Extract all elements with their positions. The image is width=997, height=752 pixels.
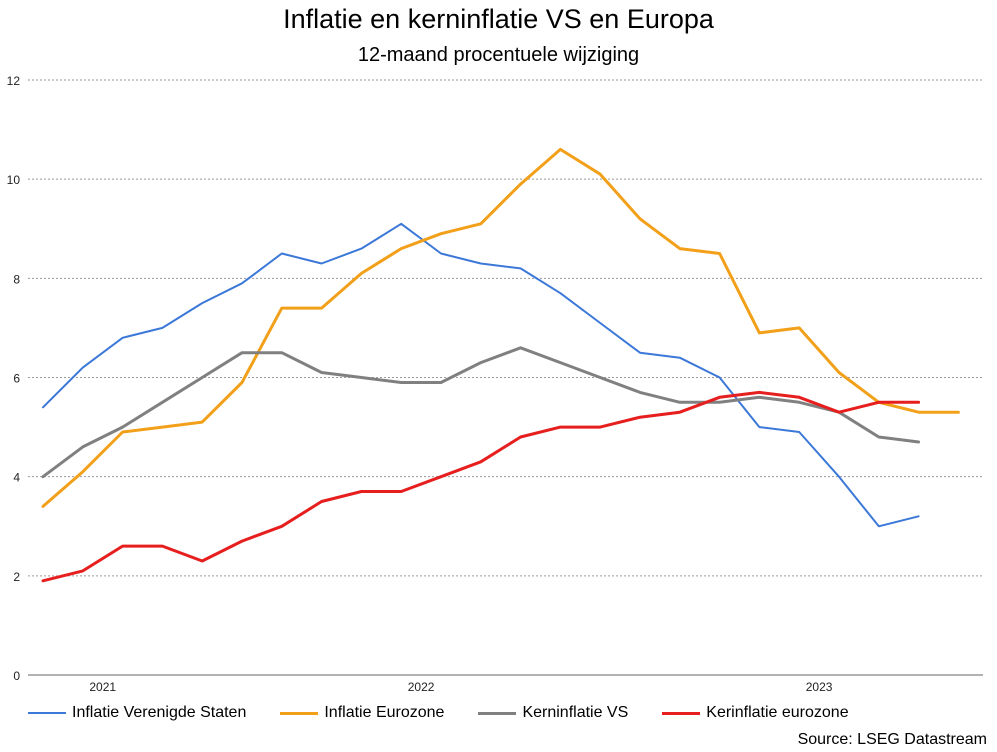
chart-subtitle: 12-maand procentuele wijziging — [357, 44, 640, 66]
legend-label: Kerinflatie eurozone — [706, 704, 849, 721]
legend-label: Inflatie Verenigde Staten — [72, 704, 247, 721]
x-tick-label: 2021 — [89, 680, 116, 694]
y-tick-label: 4 — [13, 471, 20, 485]
legend-item: Kerinflatie eurozone — [662, 704, 849, 722]
legend-item: Kerninflatie VS — [478, 704, 628, 722]
x-tick-label: 2023 — [806, 680, 833, 694]
legend-swatch — [478, 711, 517, 715]
x-axis-ticks: 2021 2022 2023 — [89, 680, 832, 694]
y-tick-label: 10 — [7, 173, 21, 187]
legend-label: Kerninflatie VS — [522, 704, 629, 721]
legend-item: Inflatie Verenigde Staten — [28, 704, 246, 722]
legend-swatch — [280, 711, 319, 715]
x-tick-label: 2022 — [408, 680, 435, 694]
series-line-1 — [42, 222, 920, 528]
y-tick-label: 0 — [13, 669, 20, 683]
series-lines — [41, 147, 960, 583]
y-tick-label: 2 — [13, 570, 20, 584]
y-tick-label: 8 — [13, 272, 20, 286]
legend: Inflatie Verenigde Staten Inflatie Eurozo… — [28, 704, 883, 722]
legend-swatch — [28, 712, 66, 714]
legend-item: Inflatie Eurozone — [280, 704, 444, 722]
legend-swatch — [662, 711, 701, 715]
series-line-3 — [41, 346, 921, 479]
y-tick-label: 12 — [7, 74, 21, 88]
y-tick-label: 6 — [13, 372, 20, 386]
series-line-4 — [41, 390, 921, 583]
series-line-2 — [41, 147, 960, 508]
chart-title: Inflatie en kerninflatie VS en Europa — [283, 4, 714, 34]
y-axis-ticks: 0 2 4 6 8 10 12 — [7, 74, 21, 683]
source-note: Source: LSEG Datastream — [797, 731, 987, 748]
legend-label: Inflatie Eurozone — [324, 704, 445, 721]
gridlines — [28, 79, 983, 676]
